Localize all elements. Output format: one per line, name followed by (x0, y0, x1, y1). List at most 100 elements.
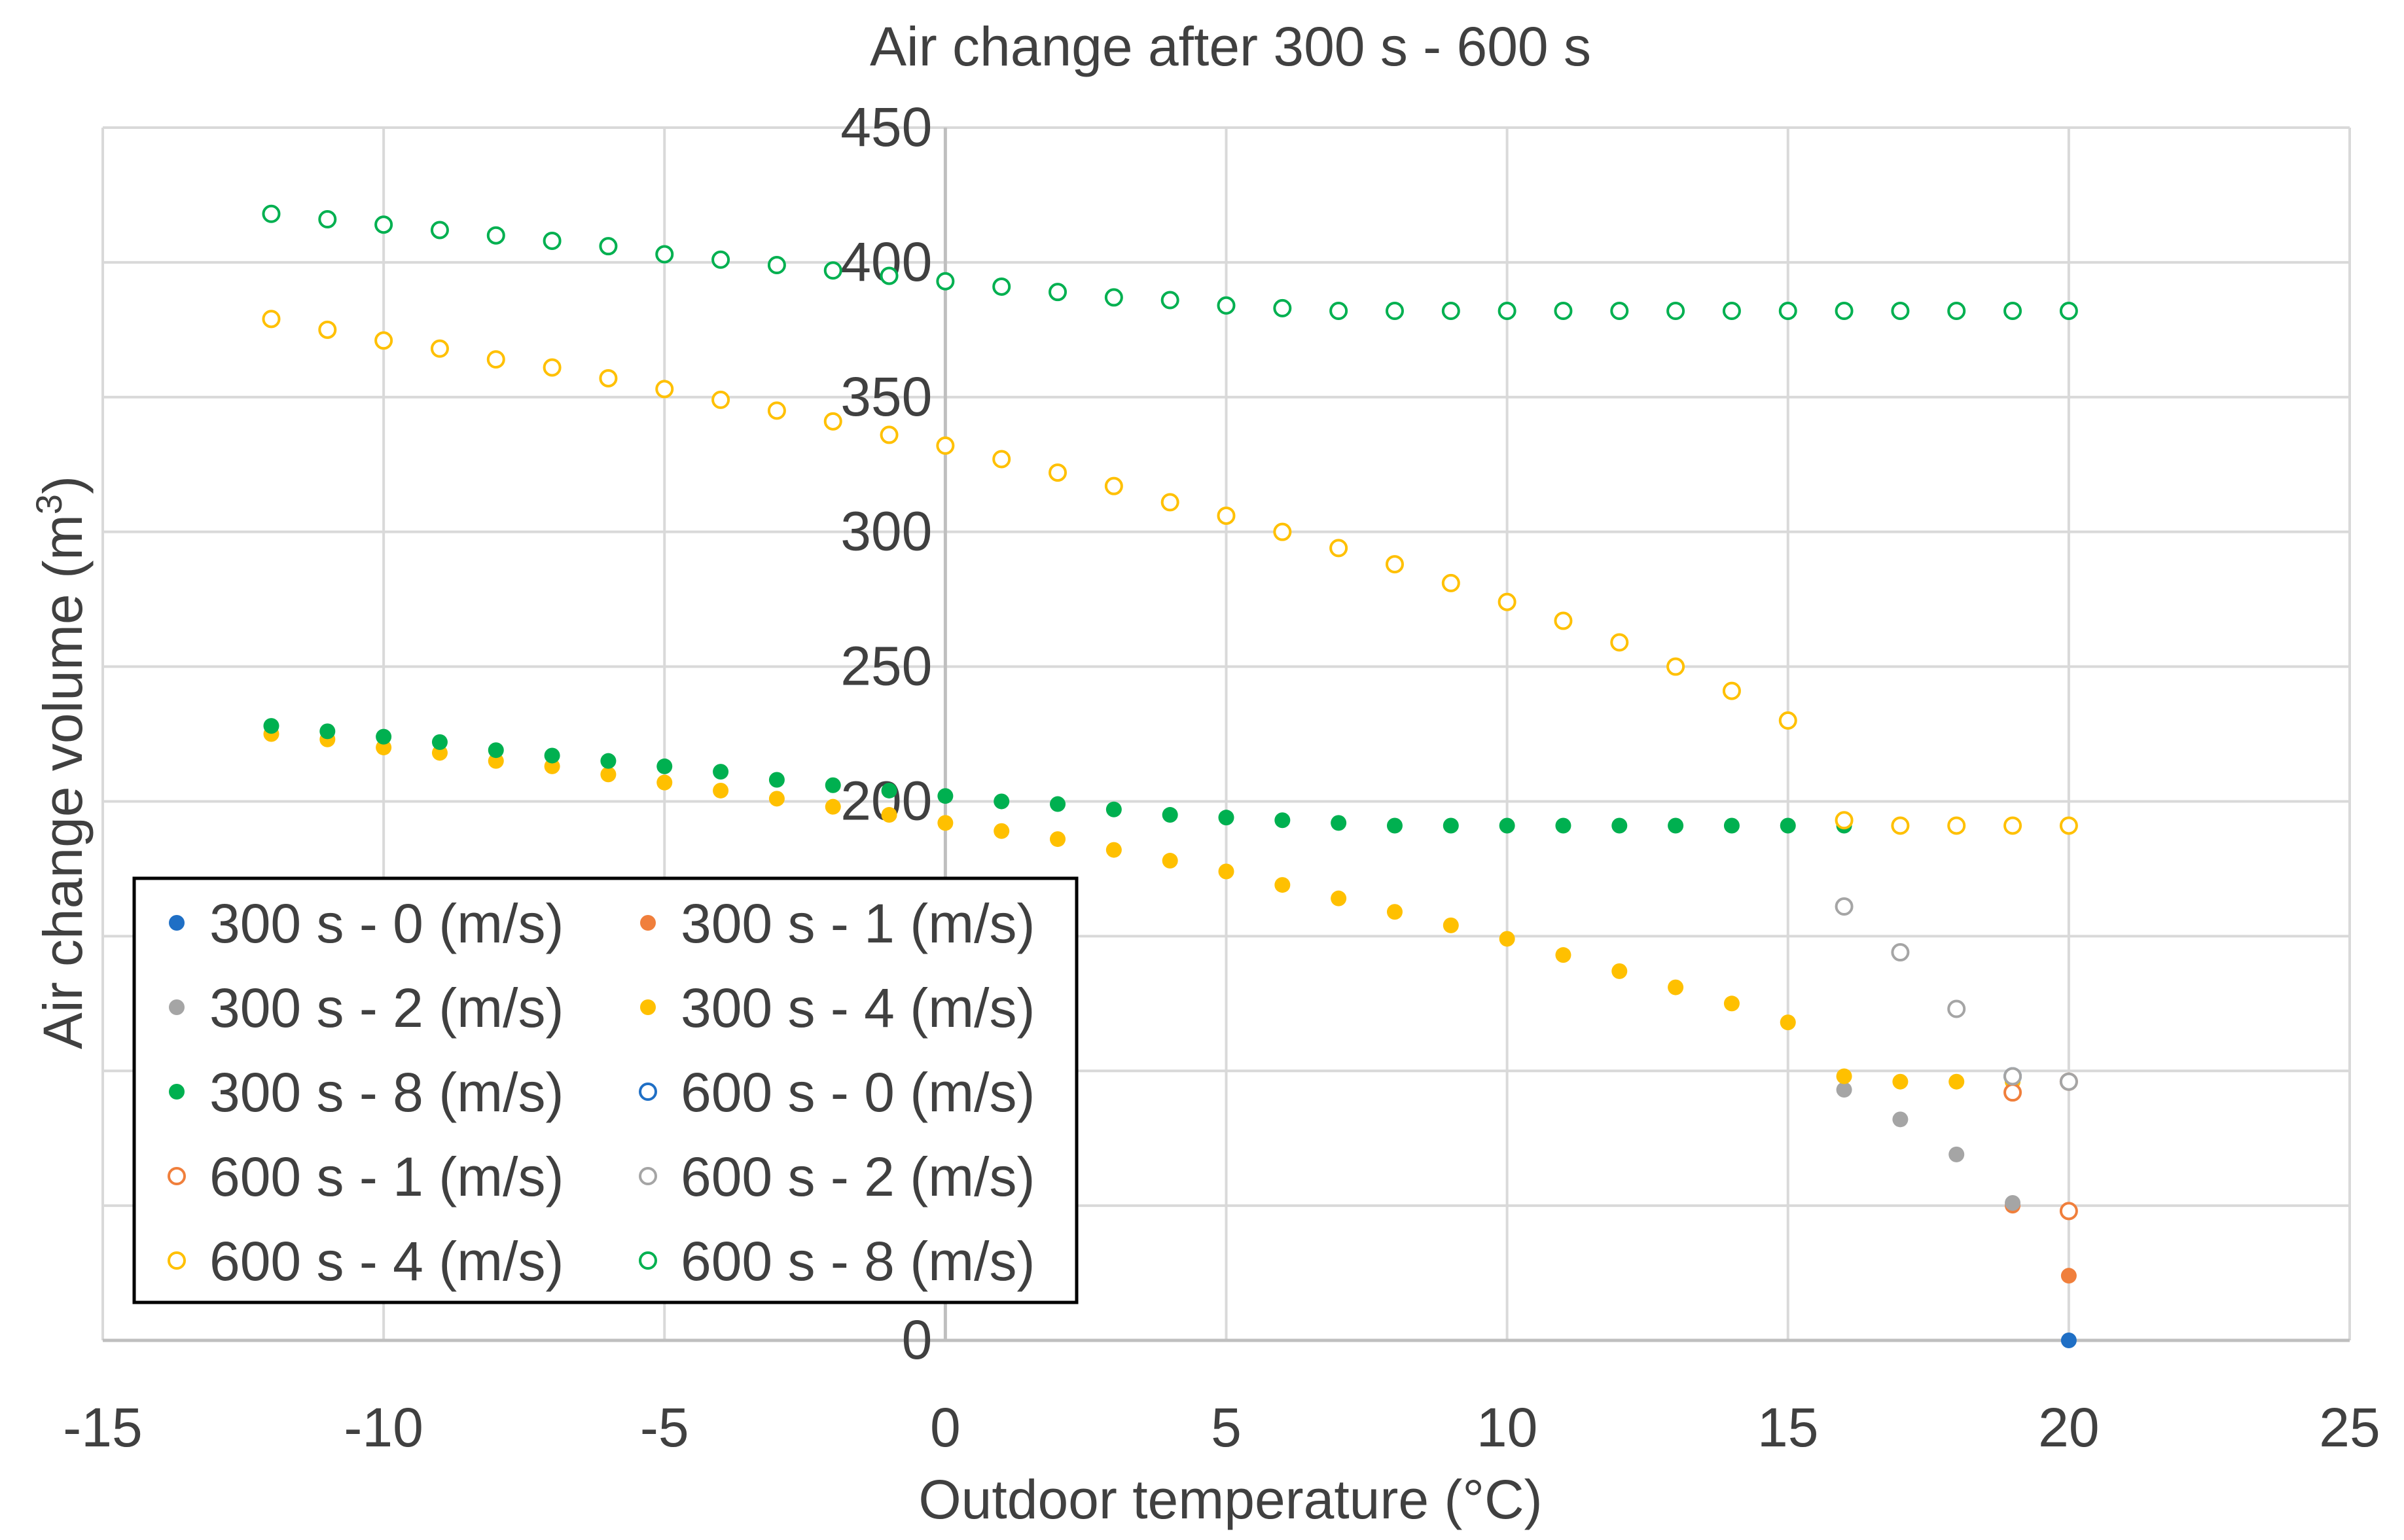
data-point (1385, 302, 1404, 321)
legend-label: 300 s - 8 (m/s) (209, 1062, 564, 1123)
legend-label: 600 s - 8 (m/s) (681, 1230, 1035, 1292)
data-point (1218, 810, 1234, 826)
x-tick-label: 15 (1757, 1397, 1818, 1458)
data-point (319, 723, 336, 740)
y-axis-label: Air change volume (m3) (28, 476, 94, 1049)
y-axis-label-superscript: 3 (28, 494, 69, 514)
legend: 300 s - 0 (m/s) 300 s - 1 (m/s) 300 s - 2 … (132, 876, 1079, 1304)
legend-marker (168, 1167, 186, 1185)
legend-label: 600 s - 1 (m/s) (209, 1146, 564, 1208)
data-point (1385, 555, 1404, 574)
data-point (1386, 817, 1403, 834)
x-tick-label: -5 (640, 1397, 689, 1458)
data-point (1331, 890, 1347, 906)
data-point (656, 774, 673, 791)
data-point (1892, 1111, 1909, 1128)
data-point (599, 237, 618, 256)
data-point (1554, 611, 1573, 630)
data-point (1948, 1073, 1965, 1090)
legend-label: 300 s - 4 (m/s) (681, 977, 1035, 1039)
x-axis-label: Outdoor temperature (°C) (918, 1469, 1542, 1530)
data-point (486, 226, 505, 245)
data-point (600, 766, 617, 783)
data-point (656, 758, 673, 774)
data-point (1331, 815, 1347, 831)
data-point (1273, 522, 1292, 541)
data-point (1668, 817, 1684, 834)
legend-box (132, 876, 1079, 1304)
data-point (992, 277, 1011, 296)
y-tick-label: 250 (840, 636, 932, 697)
data-point (937, 815, 954, 831)
data-point (1780, 1014, 1796, 1031)
data-point (655, 245, 674, 264)
data-point (1443, 917, 1459, 933)
data-point (263, 718, 279, 734)
data-point (543, 231, 562, 250)
data-point (430, 339, 449, 358)
data-point (825, 777, 841, 793)
data-point (1891, 816, 1910, 835)
data-point (599, 368, 618, 387)
data-point (1049, 463, 1067, 482)
data-point (880, 266, 899, 285)
data-point (1611, 817, 1628, 834)
y-tick-label: 300 (840, 501, 932, 562)
legend-label: 300 s - 1 (m/s) (681, 893, 1035, 954)
data-point (2003, 1083, 2022, 1102)
data-point (1104, 476, 1123, 495)
legend-label: 300 s - 2 (m/s) (209, 977, 564, 1039)
data-point (1218, 863, 1234, 880)
data-point (1778, 302, 1797, 321)
series-0 (2060, 1333, 2077, 1348)
data-point (1160, 291, 1179, 310)
series-4 (263, 718, 2077, 834)
data-point (1105, 842, 1122, 858)
y-tick-label: 200 (840, 770, 932, 831)
data-point (1441, 302, 1460, 321)
series-7 (1835, 897, 2078, 1091)
data-point (1835, 302, 1854, 321)
data-point (2059, 816, 2078, 835)
data-point (1329, 539, 1348, 558)
y-tick-label: 0 (902, 1309, 933, 1370)
data-point (2005, 1194, 2021, 1211)
x-tick-label: 20 (2038, 1397, 2099, 1458)
data-point (1050, 831, 1066, 848)
data-point (1274, 812, 1291, 829)
data-point (488, 753, 504, 769)
data-point (1498, 592, 1516, 611)
y-axis-label-close: ) (32, 476, 94, 494)
gridlines (101, 126, 2351, 1340)
data-point (2003, 1067, 2022, 1086)
data-point (1835, 897, 1854, 916)
data-point (936, 436, 955, 455)
data-point (374, 331, 393, 350)
data-point (1274, 877, 1291, 893)
data-point (994, 823, 1010, 839)
data-point (936, 272, 955, 291)
data-point (2003, 302, 2022, 321)
data-point (2003, 816, 2022, 835)
data-point (544, 758, 560, 774)
data-point (1610, 302, 1629, 321)
data-point (881, 782, 897, 798)
data-point (374, 215, 393, 234)
data-point (825, 798, 841, 815)
data-point (1611, 963, 1628, 979)
data-point (1892, 1073, 1909, 1090)
data-point (1610, 633, 1629, 652)
data-point (1105, 801, 1122, 817)
data-point (2060, 1333, 2077, 1348)
data-points (262, 204, 2078, 1348)
data-point (1723, 995, 1740, 1012)
data-point (1499, 931, 1515, 947)
y-tick-label: 350 (840, 366, 932, 427)
data-point (431, 734, 448, 750)
legend-marker (169, 999, 185, 1015)
x-tick-label: 10 (1477, 1397, 1537, 1458)
data-point (711, 390, 730, 409)
data-point (1273, 298, 1292, 317)
